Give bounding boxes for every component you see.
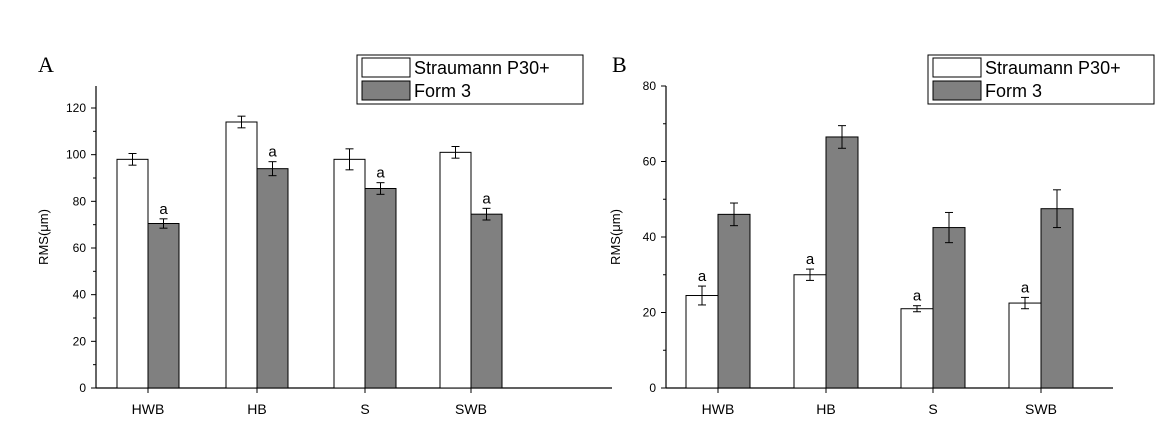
legend-label: Form 3 bbox=[985, 81, 1042, 101]
significance-label: a bbox=[268, 144, 277, 161]
bar bbox=[717, 213, 751, 389]
panel-b: B 0 20 40 60 80 RMS(μm) HWB HB S SWB a a a a Straumann … bbox=[608, 52, 1155, 417]
significance-label: a bbox=[159, 201, 168, 218]
y-tick-label: 40 bbox=[73, 288, 87, 302]
bar bbox=[333, 158, 366, 389]
panel-letter: B bbox=[612, 52, 627, 77]
x-tick-label: HB bbox=[816, 401, 835, 417]
legend-label: Form 3 bbox=[414, 81, 471, 101]
bar bbox=[116, 158, 149, 389]
bar bbox=[900, 308, 934, 389]
x-tick-label: SWB bbox=[1025, 401, 1057, 417]
legend-label: Straumann P30+ bbox=[414, 58, 550, 78]
y-tick-label: 40 bbox=[643, 230, 657, 244]
y-tick-label: 80 bbox=[73, 194, 87, 208]
bar bbox=[439, 151, 472, 389]
y-tick-label: 60 bbox=[73, 241, 87, 255]
bar bbox=[793, 274, 827, 389]
x-tick-label: S bbox=[928, 401, 937, 417]
bar bbox=[147, 223, 180, 389]
bar bbox=[1040, 208, 1074, 389]
y-tick-label: 100 bbox=[66, 148, 86, 162]
bar bbox=[225, 121, 258, 389]
bar bbox=[364, 188, 397, 389]
y-axis-label: RMS(μm) bbox=[608, 209, 623, 265]
y-tick-label: 0 bbox=[649, 381, 656, 395]
x-tick-label: HB bbox=[247, 401, 266, 417]
bar bbox=[825, 136, 859, 389]
bar bbox=[1008, 302, 1042, 389]
bar bbox=[932, 227, 966, 389]
x-tick-label: S bbox=[360, 401, 369, 417]
bar bbox=[685, 295, 719, 389]
legend-swatch bbox=[361, 57, 411, 78]
y-tick-label: 120 bbox=[66, 101, 86, 115]
y-tick-label: 20 bbox=[643, 306, 657, 320]
x-tick-label: HWB bbox=[132, 401, 165, 417]
significance-label: a bbox=[698, 268, 707, 285]
significance-label: a bbox=[1021, 279, 1030, 296]
y-tick-label: 60 bbox=[643, 155, 657, 169]
legend-swatch bbox=[361, 80, 411, 101]
y-axis-label: RMS(μm) bbox=[36, 209, 51, 265]
significance-label: a bbox=[913, 288, 922, 305]
y-tick-label: 80 bbox=[643, 79, 657, 93]
x-tick-label: HWB bbox=[702, 401, 735, 417]
legend-swatch bbox=[932, 80, 982, 101]
panel-letter: A bbox=[38, 52, 54, 77]
y-tick-label: 0 bbox=[79, 381, 86, 395]
legend-label: Straumann P30+ bbox=[985, 58, 1121, 78]
significance-label: a bbox=[482, 190, 491, 207]
x-tick-label: SWB bbox=[455, 401, 487, 417]
legend-swatch bbox=[932, 57, 982, 78]
bar bbox=[470, 213, 503, 389]
significance-label: a bbox=[806, 251, 815, 268]
panel-a: A 0 20 40 60 80 100 120 RMS(μm) HWB HB S SWB a a a a Stra… bbox=[36, 52, 612, 417]
significance-label: a bbox=[376, 165, 385, 182]
y-tick-label: 20 bbox=[73, 334, 87, 348]
bar bbox=[256, 168, 289, 389]
